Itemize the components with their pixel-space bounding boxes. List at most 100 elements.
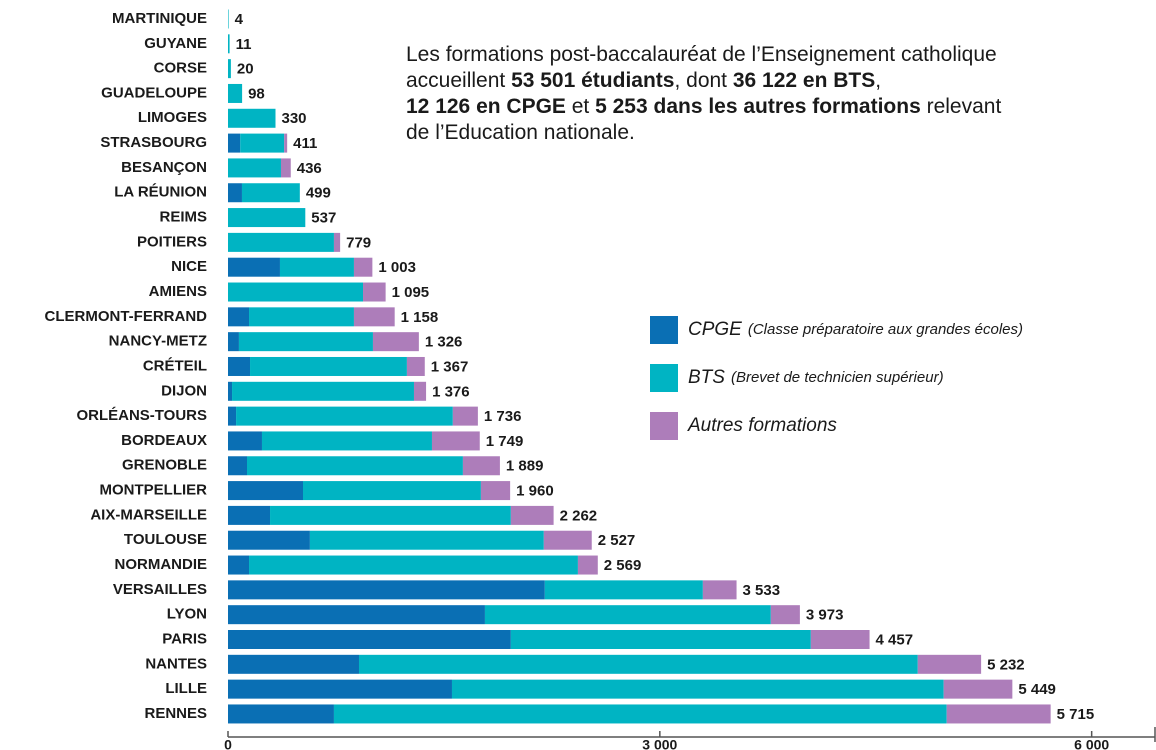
total-label: 1 889: [506, 458, 544, 475]
bar-segment: [333, 704, 947, 724]
total-label: 98: [248, 85, 265, 102]
category-label: GUADELOUPE: [101, 84, 207, 101]
bar-segment: [544, 580, 703, 600]
total-label: 1 095: [392, 284, 430, 301]
category-label: DIJON: [161, 382, 207, 399]
total-label: 1 367: [431, 358, 469, 375]
bar-segment: [770, 605, 800, 625]
total-label: 411: [293, 135, 317, 152]
bar-segment: [543, 530, 592, 550]
bar-segment: [363, 282, 386, 302]
category-label: REIMS: [159, 209, 207, 226]
bar-segment: [241, 183, 300, 203]
bar-segment: [228, 605, 485, 625]
total-label: 436: [297, 160, 322, 177]
annotation-run: et: [566, 95, 595, 118]
bar-segment: [228, 59, 231, 79]
legend-description: (Brevet de technicien supérieur): [731, 369, 944, 386]
annotation-run: Les formations post-baccalauréat de l’En…: [406, 43, 997, 66]
bar-segment: [431, 431, 480, 451]
bar-segment: [510, 505, 554, 525]
bar-segment: [228, 381, 233, 401]
bar-segment: [228, 530, 310, 550]
bar-segment: [309, 530, 544, 550]
total-label: 4: [235, 11, 244, 28]
category-label: GUYANE: [144, 35, 207, 52]
bar-segment: [228, 332, 239, 352]
bar-segment: [358, 654, 918, 674]
legend-label: CPGE (Classe préparatoire aux grandes éco…: [688, 319, 1023, 340]
annotation-run: 53 501 étudiants: [511, 69, 674, 92]
bar-segment: [228, 431, 262, 451]
annotation-line: Les formations post-baccalauréat de l’En…: [406, 43, 997, 66]
annotation-line: 12 126 en CPGE et 5 253 dans les autres …: [406, 95, 1001, 118]
category-label: LA RÉUNION: [114, 184, 207, 201]
annotation-run: 36 122 en BTS: [733, 69, 875, 92]
total-label: 1 003: [378, 259, 416, 276]
total-label: 3 533: [743, 582, 781, 599]
bar-segment: [228, 133, 241, 153]
total-label: 2 527: [598, 532, 636, 549]
bar-segment: [228, 158, 281, 178]
annotation-run: relevant: [921, 95, 1002, 118]
category-label: AIX-MARSEILLE: [90, 506, 207, 523]
category-label: AMIENS: [149, 283, 207, 300]
total-label: 20: [237, 61, 254, 78]
category-label: NANTES: [145, 655, 207, 672]
bar-segment: [228, 406, 237, 426]
category-label: NICE: [171, 258, 207, 275]
bar-segment: [249, 307, 354, 327]
total-label: 4 457: [876, 631, 914, 648]
category-label: NANCY-METZ: [109, 333, 207, 350]
category-label: ORLÉANS-TOURS: [76, 407, 207, 424]
bar-segment: [228, 630, 511, 649]
bar-segment: [228, 505, 271, 525]
bar-segment: [261, 431, 432, 451]
category-label: CORSE: [154, 60, 207, 77]
bar-segment: [228, 282, 364, 302]
total-label: 2 262: [560, 507, 598, 524]
total-label: 5 232: [987, 656, 1025, 673]
category-label: MARTINIQUE: [112, 10, 207, 27]
bar-segment: [946, 704, 1051, 724]
bar-segment: [228, 9, 229, 29]
annotation-line: accueillent 53 501 étudiants, dont 36 12…: [406, 69, 881, 92]
bar-segment: [236, 406, 453, 426]
bar-segment: [228, 183, 242, 203]
bar-segment: [228, 654, 359, 674]
x-tick-label: 0: [224, 737, 232, 750]
legend-swatch: [650, 316, 678, 344]
bar-segment: [810, 630, 870, 649]
total-label: 779: [346, 234, 371, 251]
total-label: 3 973: [806, 607, 844, 624]
bar-segment: [284, 133, 288, 153]
category-label: LIMOGES: [138, 109, 207, 126]
total-label: 1 960: [516, 483, 554, 500]
total-label: 537: [311, 210, 336, 227]
bar-segment: [238, 332, 373, 352]
category-label: MONTPELLIER: [100, 482, 208, 499]
category-label: LYON: [167, 606, 207, 623]
category-label: NORMANDIE: [115, 556, 208, 573]
legend-swatch: [650, 364, 678, 392]
bar-segment: [228, 679, 452, 699]
bar-segment: [249, 555, 578, 575]
legend-swatch: [650, 412, 678, 440]
annotation-run: accueillent: [406, 69, 511, 92]
annotation-run: , dont: [674, 69, 732, 92]
bar-segment: [228, 307, 250, 327]
bar-segment: [228, 356, 251, 376]
total-label: 1 749: [486, 433, 524, 450]
total-label: 499: [306, 185, 331, 202]
total-label: 11: [236, 36, 252, 53]
bar-segment: [302, 481, 481, 501]
bar-segment: [353, 257, 373, 277]
bar-segment: [510, 630, 811, 649]
x-tick-label: 3 000: [642, 737, 677, 750]
total-label: 1 158: [401, 309, 439, 326]
bar-segment: [480, 481, 511, 501]
category-label: BESANÇON: [121, 159, 207, 176]
bar-segment: [484, 605, 771, 625]
bar-segment: [228, 481, 303, 501]
